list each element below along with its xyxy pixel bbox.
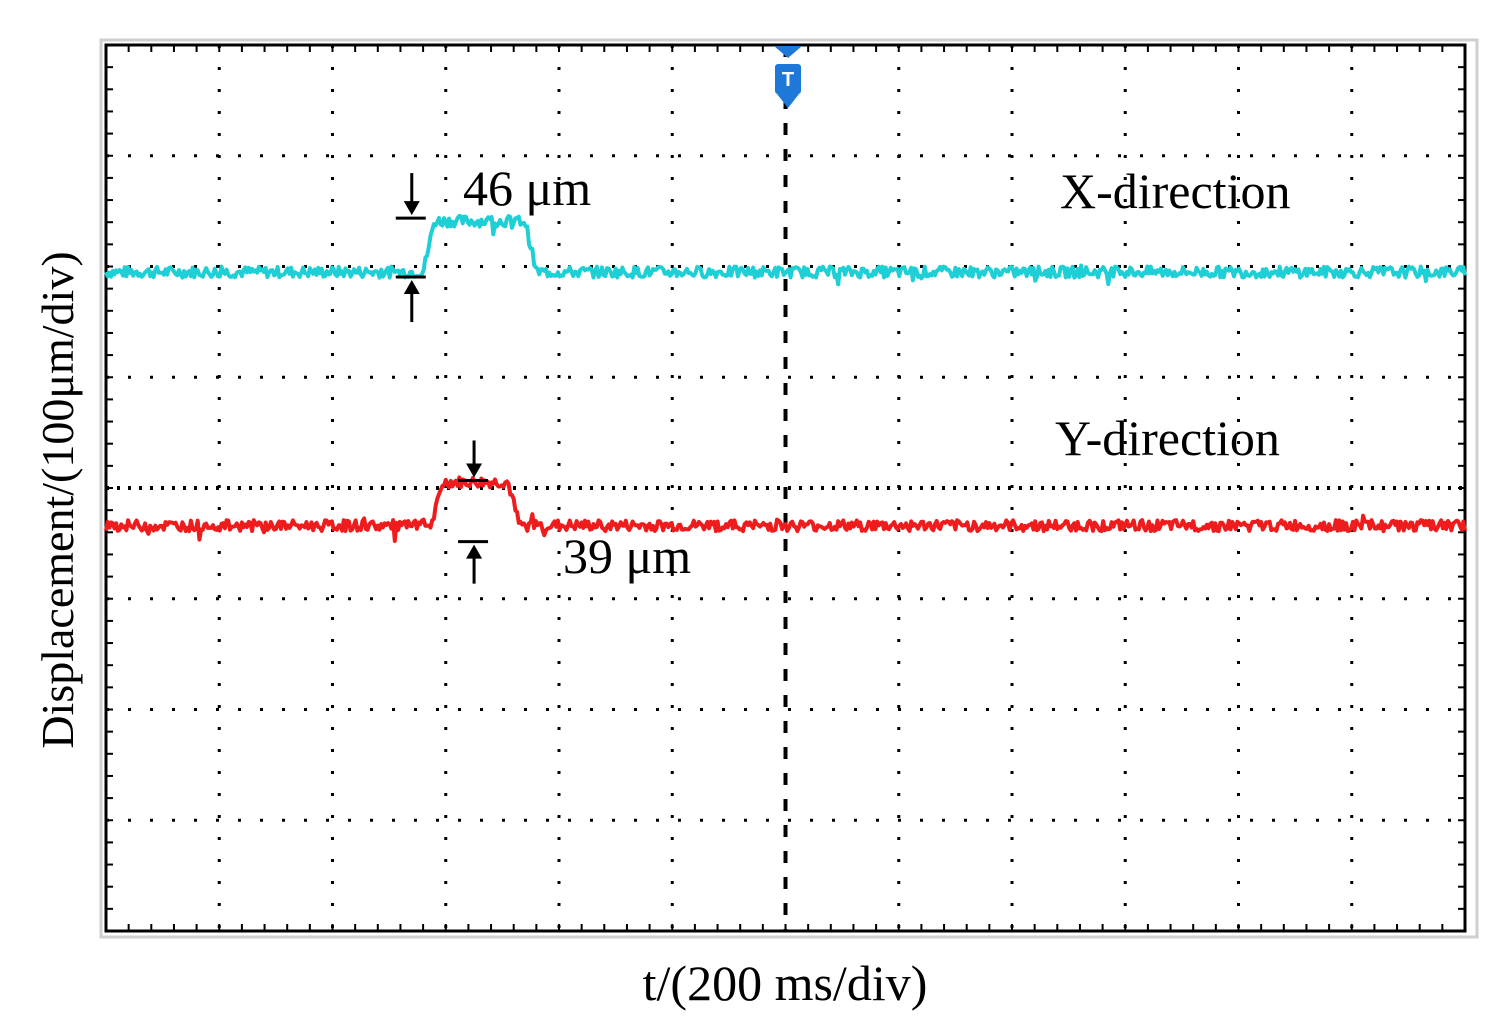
x-measure-down-arrow-head <box>403 201 420 216</box>
annotation-layer: X-direction Y-direction 46 μm 39 μm <box>395 160 1290 584</box>
trigger-marker-label: T <box>782 69 794 91</box>
series-x-trace <box>104 213 1467 287</box>
x-measure-label: 46 μm <box>463 160 591 216</box>
y-measure-up-arrow-head <box>466 544 483 559</box>
series-x-label: X-direction <box>1060 163 1290 219</box>
x-measure-up-arrow-head <box>403 280 420 295</box>
grid <box>106 45 1465 931</box>
y-axis-label: Displacement/(100μm/div) <box>32 251 83 748</box>
x-axis-label: t/(200 ms/div) <box>643 955 928 1011</box>
series-y-label: Y-direction <box>1055 410 1280 466</box>
y-measure-down-arrow-head <box>466 463 483 478</box>
series-y-trace <box>104 475 1467 543</box>
y-measure-label: 39 μm <box>563 528 691 584</box>
series-layer <box>104 213 1467 543</box>
trigger-marker-icon: T <box>774 46 802 108</box>
